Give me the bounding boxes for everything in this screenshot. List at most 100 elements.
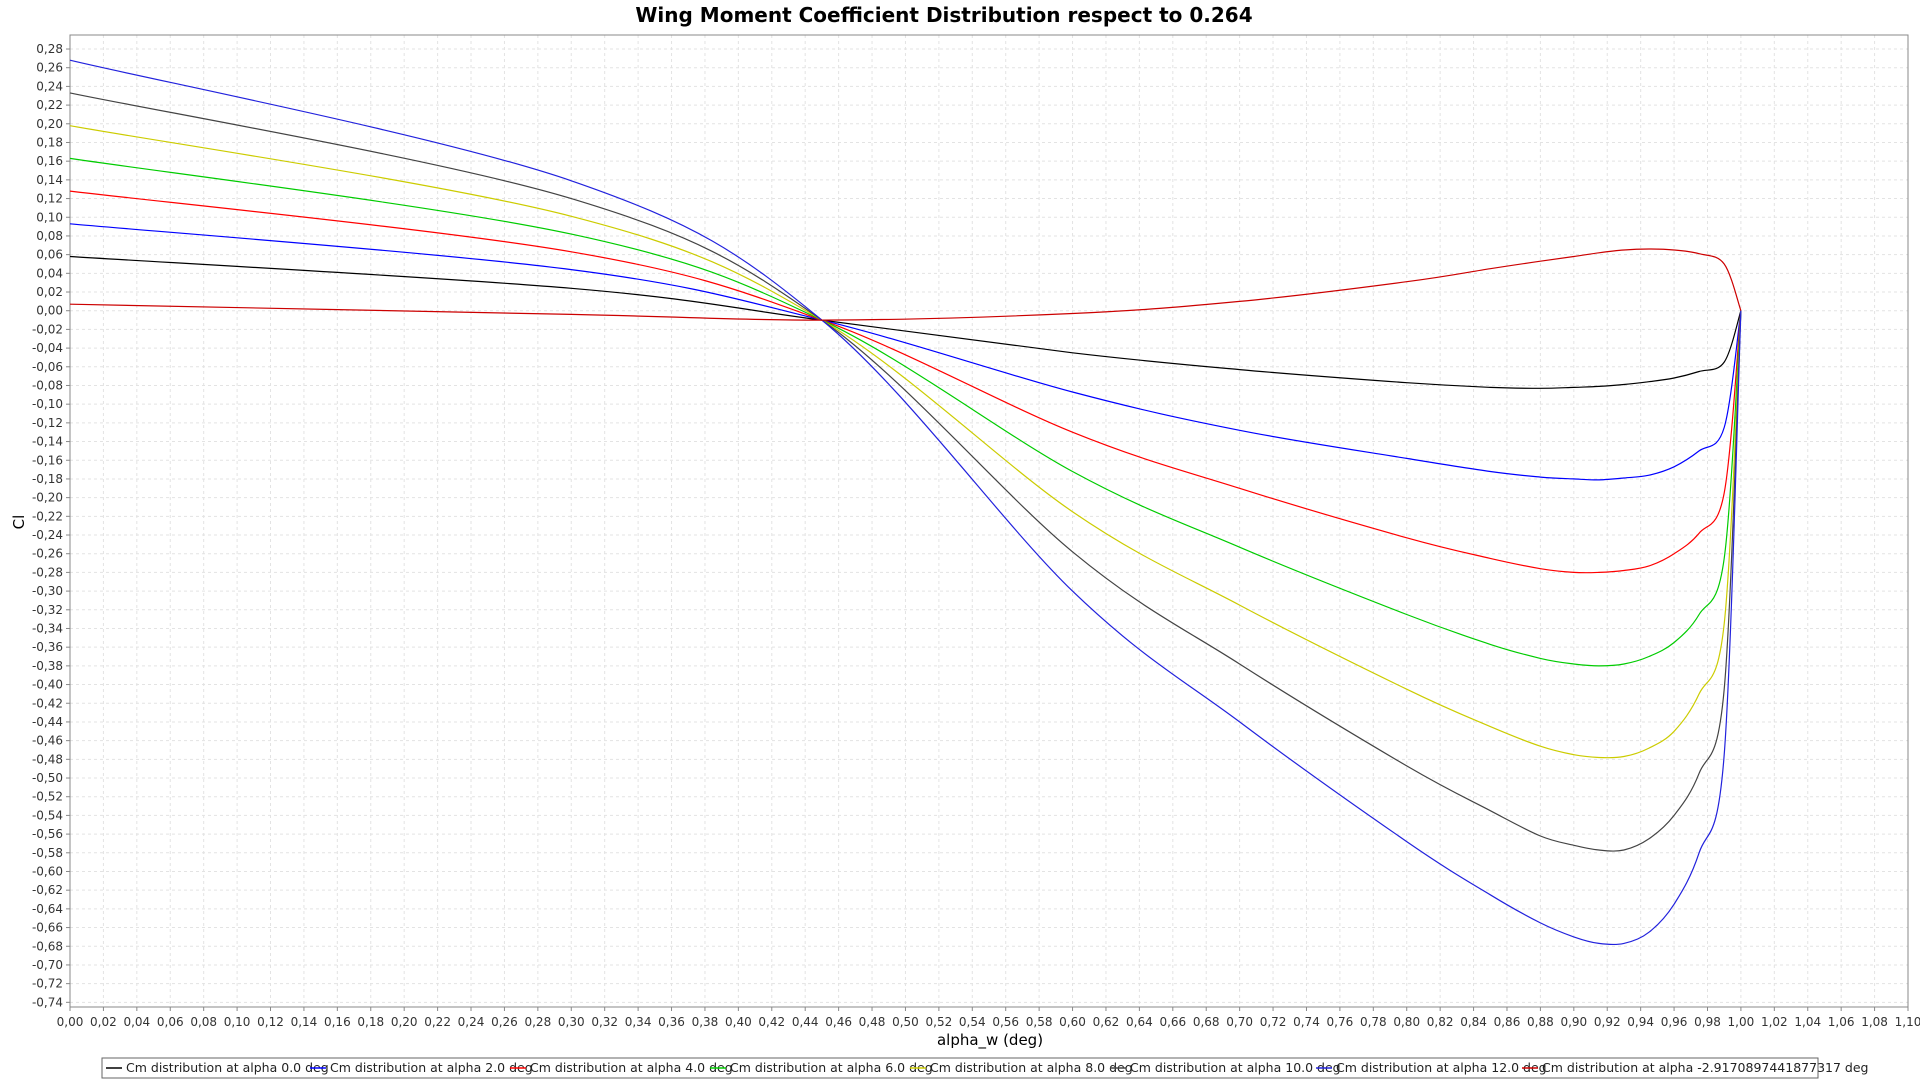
x-tick-label: 0,72 [1260, 1015, 1287, 1029]
y-tick-label: -0,12 [32, 416, 63, 430]
y-tick-label: -0,14 [32, 435, 63, 449]
y-tick-label: -0,34 [32, 621, 63, 635]
y-tick-label: -0,74 [32, 995, 63, 1009]
x-tick-label: 1,06 [1828, 1015, 1855, 1029]
x-tick-label: 0,78 [1360, 1015, 1387, 1029]
x-tick-label: 0,70 [1226, 1015, 1253, 1029]
legend-label: Cm distribution at alpha 6.0 deg [730, 1060, 933, 1075]
x-tick-label: 0,94 [1627, 1015, 1654, 1029]
legend-label: Cm distribution at alpha 10.0 deg [1130, 1060, 1341, 1075]
x-tick-label: 0,68 [1193, 1015, 1220, 1029]
legend-label: Cm distribution at alpha 4.0 deg [530, 1060, 733, 1075]
x-tick-label: 0,28 [524, 1015, 551, 1029]
x-tick-label: 1,00 [1728, 1015, 1755, 1029]
y-tick-label: -0,02 [32, 322, 63, 336]
y-tick-label: -0,26 [32, 547, 63, 561]
x-tick-label: 0,44 [792, 1015, 819, 1029]
x-tick-label: 0,88 [1527, 1015, 1554, 1029]
y-tick-label: 0,24 [36, 79, 63, 93]
series-line [69, 223, 1742, 481]
legend-item: Cm distribution at alpha 10.0 deg [1110, 1060, 1341, 1075]
y-tick-label: -0,28 [32, 565, 63, 579]
y-tick-label: 0,16 [36, 154, 63, 168]
x-tick-label: 1,02 [1761, 1015, 1788, 1029]
x-tick-label: 0,90 [1560, 1015, 1587, 1029]
y-axis-ticks: 0,28 0,26 0,24 0,22 0,20 0,18 0,16 0,14 0,12 0,10… [32, 42, 70, 1009]
series-line [69, 92, 1742, 852]
y-tick-label: 0,10 [36, 210, 63, 224]
x-tick-label: 0,06 [157, 1015, 184, 1029]
x-tick-label: 0,32 [591, 1015, 618, 1029]
y-tick-label: -0,54 [32, 808, 63, 822]
y-tick-label: 0,02 [36, 285, 63, 299]
legend-label: Cm distribution at alpha 2.0 deg [330, 1060, 533, 1075]
x-tick-label: 0,58 [1026, 1015, 1053, 1029]
y-tick-label: -0,06 [32, 360, 63, 374]
x-tick-label: 0,04 [123, 1015, 150, 1029]
y-tick-label: 0,26 [36, 61, 63, 75]
y-tick-label: -0,52 [32, 790, 63, 804]
y-tick-label: -0,42 [32, 696, 63, 710]
x-tick-label: 0,36 [658, 1015, 685, 1029]
x-axis-ticks: 0,00 0,02 0,04 0,06 0,08 0,10 0,12 0,14 0,16 0,18… [57, 1007, 1920, 1029]
grid-layer [69, 35, 1909, 1007]
series-line [69, 248, 1742, 321]
x-tick-label: 0,24 [458, 1015, 485, 1029]
legend-label: Cm distribution at alpha -2.917089744187… [1542, 1060, 1868, 1075]
y-tick-label: -0,16 [32, 453, 63, 467]
y-tick-label: -0,66 [32, 921, 63, 935]
legend-label: Cm distribution at alpha 0.0 deg [126, 1060, 329, 1075]
y-tick-label: -0,58 [32, 846, 63, 860]
y-tick-label: -0,62 [32, 883, 63, 897]
legend-label: Cm distribution at alpha 12.0 deg [1336, 1060, 1547, 1075]
chart-title: Wing Moment Coefficient Distribution res… [635, 3, 1252, 27]
legend-item: Cm distribution at alpha 0.0 deg [106, 1060, 329, 1075]
x-tick-label: 0,80 [1393, 1015, 1420, 1029]
legend-item: Cm distribution at alpha 8.0 deg [910, 1060, 1133, 1075]
x-tick-label: 0,42 [758, 1015, 785, 1029]
y-tick-label: -0,38 [32, 659, 63, 673]
series-line [69, 255, 1742, 389]
legend: Cm distribution at alpha 0.0 deg Cm distr… [101, 1057, 1868, 1079]
y-tick-label: -0,64 [32, 902, 63, 916]
y-tick-label: 0,00 [36, 304, 63, 318]
x-tick-label: 0,02 [90, 1015, 117, 1029]
x-tick-label: 0,86 [1494, 1015, 1521, 1029]
y-tick-label: -0,68 [32, 939, 63, 953]
legend-item: Cm distribution at alpha 2.0 deg [310, 1060, 533, 1075]
y-tick-label: 0,04 [36, 266, 63, 280]
x-tick-label: 0,84 [1460, 1015, 1487, 1029]
y-tick-label: -0,20 [32, 491, 63, 505]
x-tick-label: 0,92 [1594, 1015, 1621, 1029]
x-tick-label: 1,10 [1895, 1015, 1920, 1029]
legend-item: Cm distribution at alpha -2.917089744187… [1522, 1060, 1868, 1075]
series-layer [69, 59, 1742, 946]
x-tick-label: 0,48 [859, 1015, 886, 1029]
y-tick-label: -0,44 [32, 715, 63, 729]
x-tick-label: 0,34 [625, 1015, 652, 1029]
x-tick-label: 0,64 [1126, 1015, 1153, 1029]
y-tick-label: 0,22 [36, 98, 63, 112]
x-tick-label: 0,30 [558, 1015, 585, 1029]
y-tick-label: -0,36 [32, 640, 63, 654]
legend-label: Cm distribution at alpha 8.0 deg [930, 1060, 1133, 1075]
series-line [69, 190, 1742, 574]
x-tick-label: 0,26 [491, 1015, 518, 1029]
x-tick-label: 0,16 [324, 1015, 351, 1029]
x-tick-label: 0,74 [1293, 1015, 1320, 1029]
y-tick-label: 0,08 [36, 229, 63, 243]
x-tick-label: 0,08 [190, 1015, 217, 1029]
y-tick-label: -0,04 [32, 341, 63, 355]
x-tick-label: 0,54 [959, 1015, 986, 1029]
y-tick-label: 0,20 [36, 117, 63, 131]
y-tick-label: -0,10 [32, 397, 63, 411]
x-tick-label: 0,76 [1327, 1015, 1354, 1029]
series-line [69, 125, 1742, 759]
x-tick-label: 0,60 [1059, 1015, 1086, 1029]
x-tick-label: 0,50 [892, 1015, 919, 1029]
x-tick-label: 0,18 [357, 1015, 384, 1029]
y-axis-label: Cl [10, 515, 28, 530]
x-tick-label: 0,66 [1159, 1015, 1186, 1029]
x-tick-label: 0,12 [257, 1015, 284, 1029]
